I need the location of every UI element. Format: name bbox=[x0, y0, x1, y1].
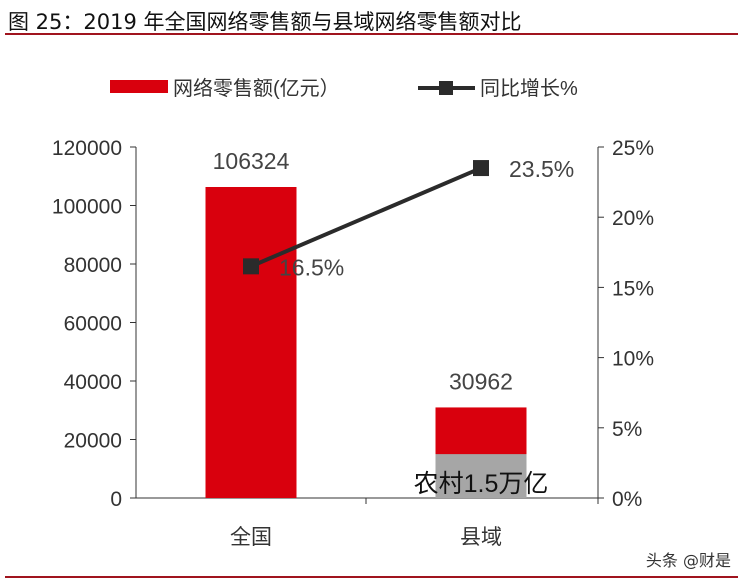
right-tick-label: 20% bbox=[612, 207, 654, 230]
rural-segment bbox=[435, 454, 527, 498]
growth-point bbox=[243, 258, 259, 275]
right-tick-label: 15% bbox=[612, 277, 654, 300]
right-tick-label: 10% bbox=[612, 348, 654, 371]
growth-point bbox=[473, 160, 489, 177]
bar-全国 bbox=[205, 187, 297, 498]
left-tick-label: 40000 bbox=[64, 371, 122, 394]
watermark: 头条 @财是 bbox=[645, 551, 731, 570]
title-divider bbox=[5, 33, 738, 35]
legend-line-marker bbox=[439, 81, 453, 95]
right-tick-label: 25% bbox=[612, 137, 654, 160]
bar-data-label: 106324 bbox=[213, 148, 290, 174]
figure-title: 图 25：2019 年全国网络零售额与县域网络零售额对比 bbox=[8, 10, 522, 34]
left-tick-label: 20000 bbox=[64, 430, 122, 453]
growth-data-label: 16.5% bbox=[279, 254, 344, 280]
left-tick-label: 0 bbox=[110, 488, 122, 511]
legend-line-label: 同比增长% bbox=[480, 77, 578, 100]
left-tick-label: 80000 bbox=[64, 254, 122, 277]
x-tick-label: 全国 bbox=[230, 526, 272, 549]
left-tick-label: 120000 bbox=[52, 137, 122, 160]
bottom-divider bbox=[5, 576, 738, 578]
legend-bar-swatch bbox=[110, 80, 168, 93]
legend-bar-label: 网络零售额(亿元） bbox=[173, 77, 340, 100]
right-tick-label: 0% bbox=[612, 488, 642, 511]
growth-data-label: 23.5% bbox=[509, 156, 574, 182]
right-tick-label: 5% bbox=[612, 418, 642, 441]
left-tick-label: 60000 bbox=[64, 313, 122, 336]
x-tick-label: 县域 bbox=[460, 526, 502, 549]
rural-annotation: 农村1.5万亿 bbox=[414, 470, 549, 498]
bar-data-label: 30962 bbox=[449, 368, 513, 394]
left-tick-label: 100000 bbox=[52, 196, 122, 219]
growth-line bbox=[250, 166, 482, 269]
